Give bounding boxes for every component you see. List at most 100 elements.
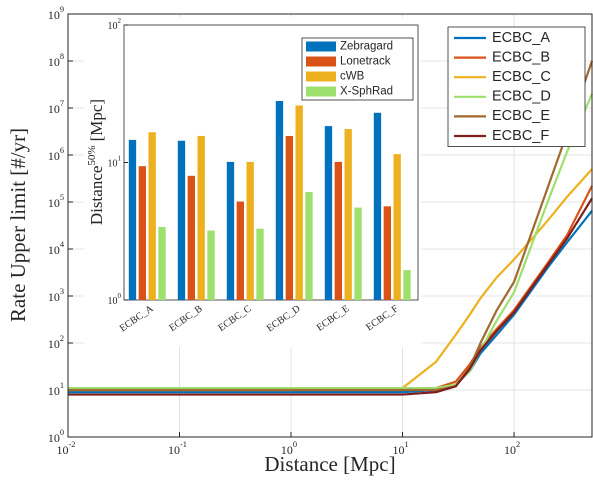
x-tick-label-exponent: -1 xyxy=(180,440,187,449)
y-tick-label-exponent: 4 xyxy=(60,240,65,249)
y-tick-label-exponent: 0 xyxy=(60,428,64,437)
legend-label: Zebragard xyxy=(340,41,393,53)
y-tick-label-exponent: 1 xyxy=(118,154,122,162)
x-tick-label-base: 10 xyxy=(168,443,180,457)
y-label-superscript: 50% xyxy=(86,145,98,165)
y-tick-label-base: 10 xyxy=(48,384,60,398)
x-tick-label-base: 10 xyxy=(392,443,404,457)
bar xyxy=(393,154,401,300)
bar xyxy=(344,129,352,300)
y-tick-label: 100 xyxy=(48,428,64,445)
x-tick-label: 102 xyxy=(504,440,520,457)
legend-swatch xyxy=(306,71,336,82)
x-tick-label: 101 xyxy=(392,440,408,457)
x-tick-label: 10-1 xyxy=(168,440,187,457)
legend-label: ECBC_E xyxy=(492,108,550,124)
legend-label: X-SphRad xyxy=(340,86,393,98)
bar xyxy=(177,140,186,300)
bar xyxy=(285,135,293,300)
plot-frame xyxy=(67,13,593,438)
bar xyxy=(256,228,264,300)
y-tick-label: 101 xyxy=(108,154,122,170)
y-label-text: Distance xyxy=(87,166,106,225)
bar xyxy=(207,230,215,300)
y-tick-label: 109 xyxy=(48,5,64,22)
legend-label: ECBC_F xyxy=(492,128,549,144)
y-tick-label: 101 xyxy=(48,381,64,398)
bar xyxy=(128,139,137,300)
y-tick-label: 106 xyxy=(48,146,64,163)
bar xyxy=(403,270,411,300)
y-tick-label: 104 xyxy=(48,240,65,257)
y-tick-label-exponent: 1 xyxy=(60,381,64,390)
legend-label: cWB xyxy=(340,71,365,83)
y-tick-label: 102 xyxy=(48,334,64,351)
legend-box xyxy=(447,26,586,147)
bar xyxy=(158,226,166,300)
x-tick-label-exponent: 0 xyxy=(293,440,297,449)
inset-y-axis-label: Distance50% [Mpc] xyxy=(86,99,106,225)
y-axis-label: Rate Upper limit [#/yr] xyxy=(6,128,30,322)
x-tick-label-base: 10 xyxy=(281,443,293,457)
y-tick-label-exponent: 0 xyxy=(118,292,122,300)
legend-label: ECBC_A xyxy=(492,30,550,46)
data-line xyxy=(68,197,593,396)
legend-swatch xyxy=(306,41,336,52)
x-axis-label: Distance [Mpc] xyxy=(264,452,395,476)
bar xyxy=(187,175,195,300)
legend-label: ECBC_C xyxy=(492,69,551,85)
bar xyxy=(148,132,156,300)
bar xyxy=(246,161,254,300)
y-tick-label-exponent: 9 xyxy=(60,5,64,14)
legend-label: ECBC_B xyxy=(492,49,550,65)
y-tick-label-base: 10 xyxy=(108,159,118,170)
x-tick-label-exponent: 1 xyxy=(404,440,408,449)
bar xyxy=(138,166,146,300)
bar xyxy=(236,201,244,300)
y-tick-label-base: 10 xyxy=(48,55,60,69)
y-tick-label-exponent: 8 xyxy=(60,52,64,61)
y-tick-label: 107 xyxy=(48,99,64,116)
y-tick-label-exponent: 3 xyxy=(60,287,64,296)
x-tick-label-base: 10 xyxy=(504,443,516,457)
y-tick-label: 108 xyxy=(48,52,64,69)
legend-label: Lonetrack xyxy=(340,56,391,68)
y-tick-label: 105 xyxy=(48,193,64,210)
y-tick-label-base: 10 xyxy=(48,149,60,163)
bar xyxy=(226,161,235,300)
bar xyxy=(295,105,303,300)
y-tick-label-base: 10 xyxy=(48,337,60,351)
y-tick-label-base: 10 xyxy=(48,431,60,445)
y-tick-label-base: 10 xyxy=(108,21,118,32)
legend-label: ECBC_D xyxy=(492,89,551,105)
y-tick-label-exponent: 2 xyxy=(60,334,64,343)
bar xyxy=(275,101,284,300)
x-tick-label: 100 xyxy=(281,440,297,457)
y-tick-label: 103 xyxy=(48,287,64,304)
y-tick-label-exponent: 2 xyxy=(118,17,122,25)
bar xyxy=(197,135,205,300)
y-tick-label: 100 xyxy=(108,292,122,308)
y-tick-label-base: 10 xyxy=(108,296,118,307)
y-tick-label-base: 10 xyxy=(48,290,60,304)
bar xyxy=(324,126,333,300)
y-tick-label-base: 10 xyxy=(48,102,60,116)
y-tick-label-base: 10 xyxy=(48,243,60,257)
bar xyxy=(334,161,342,300)
legend-swatch xyxy=(306,56,336,67)
y-tick-label-base: 10 xyxy=(48,8,60,22)
bar xyxy=(354,207,362,300)
x-tick-label-base: 10 xyxy=(57,443,69,457)
bar xyxy=(373,112,382,300)
y-tick-label-exponent: 7 xyxy=(60,99,64,108)
legend-swatch xyxy=(306,86,336,97)
bar xyxy=(383,206,391,300)
y-tick-label: 102 xyxy=(108,17,122,33)
x-tick-label: 10-2 xyxy=(57,440,76,457)
x-tick-label-exponent: -2 xyxy=(69,440,76,449)
bar xyxy=(305,192,313,300)
data-line xyxy=(68,93,593,390)
y-label-unit: [Mpc] xyxy=(87,99,106,141)
